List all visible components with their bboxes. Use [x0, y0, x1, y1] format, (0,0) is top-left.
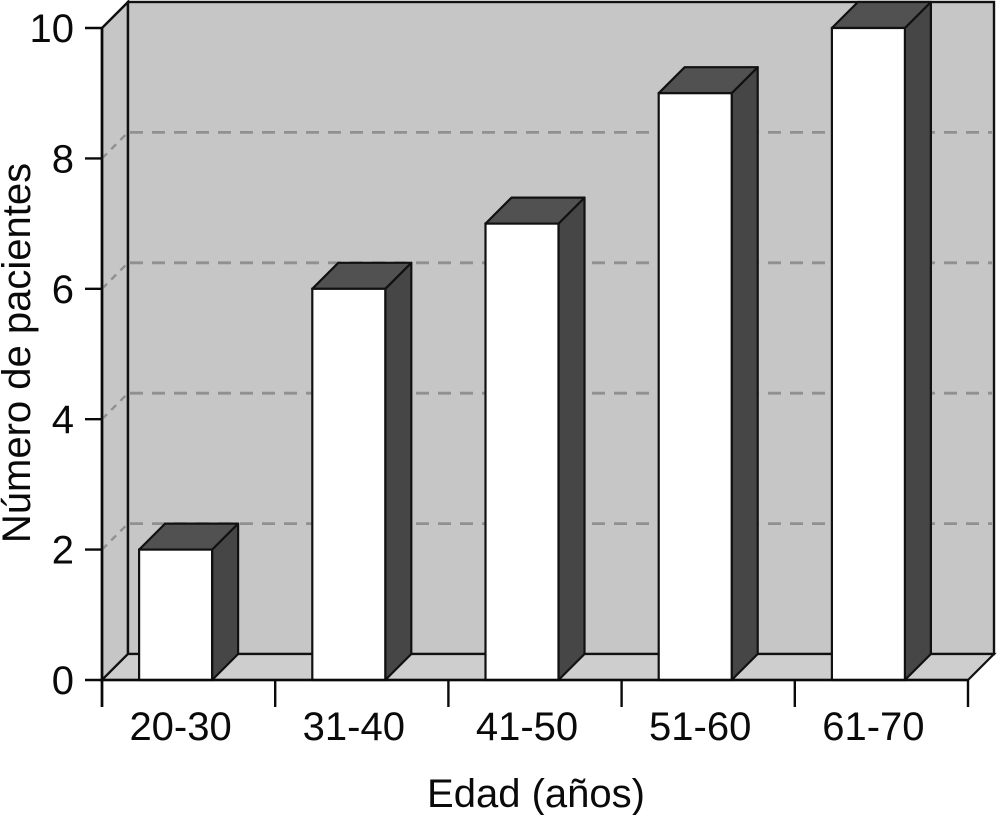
grid-stub-8 [101, 131, 129, 160]
y-tick-label-10: 10 [30, 7, 75, 51]
y-tick-label-2: 2 [52, 529, 74, 573]
bar-side-61-70 [903, 0, 933, 682]
bar-61-70 [830, 26, 907, 682]
x-tick-label-20-30: 20-30 [129, 705, 231, 749]
grid-stub-4 [101, 392, 129, 421]
x-tick-label-31-40: 31-40 [303, 705, 405, 749]
bar-20-30 [138, 548, 214, 682]
y-axis-title: Número de pacientes [0, 163, 39, 543]
bar-31-40 [311, 287, 387, 682]
grid-stub-2 [101, 522, 129, 551]
y-tick-label-4: 4 [52, 398, 74, 442]
bar-51-60 [657, 92, 733, 682]
y-tick-label-0: 0 [52, 659, 74, 703]
bar-side-41-50 [557, 196, 586, 682]
y-tick-label-6: 6 [52, 268, 74, 312]
left-wall [100, 0, 130, 683]
x-axis-title: Edad (años) [427, 772, 645, 815]
x-tick-label-51-60: 51-60 [649, 705, 751, 749]
x-tick-label-41-50: 41-50 [476, 705, 578, 749]
x-tick-label-61-70: 61-70 [822, 705, 924, 749]
grid-stub-6 [101, 261, 129, 290]
y-tick-label-8: 8 [52, 137, 74, 181]
bar-41-50 [484, 222, 560, 682]
bar-side-31-40 [384, 261, 413, 682]
bar-side-51-60 [730, 66, 759, 682]
